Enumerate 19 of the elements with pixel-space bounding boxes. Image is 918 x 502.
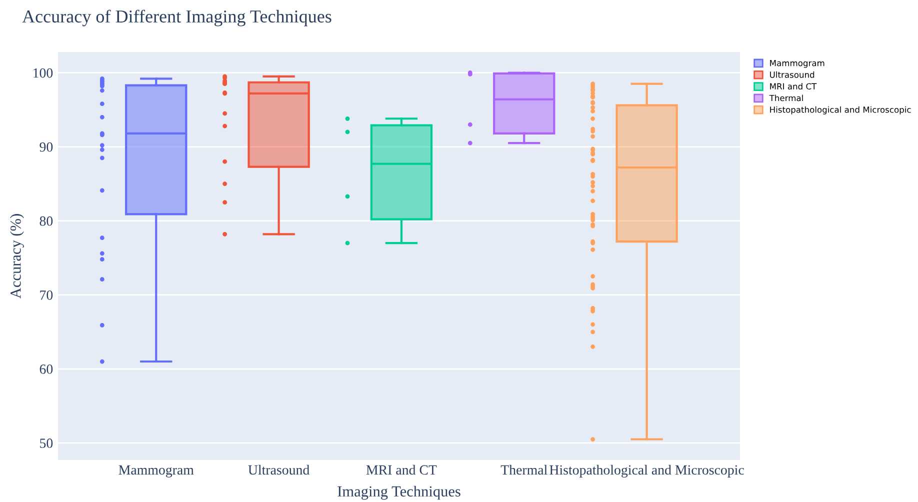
x-tick-label: Histopathological and Microscopic	[550, 464, 744, 478]
y-axis-title: Accuracy (%)	[10, 214, 24, 298]
x-tick-label: Thermal	[500, 464, 548, 475]
legend-label: Ultrasound	[770, 71, 814, 78]
y-tick-label: 100	[34, 68, 53, 78]
y-tick-label: 50	[40, 438, 53, 448]
y-tick-label: 80	[40, 216, 53, 226]
legend-label: Thermal	[769, 94, 803, 102]
legend-label: Mammogram	[770, 60, 824, 68]
y-tick-label: 90	[40, 142, 53, 152]
x-tick-label: MRI and CT	[366, 464, 437, 475]
legend-label: MRI and CT	[770, 83, 817, 90]
chart-title: Accuracy of Different Imaging Techniques	[22, 10, 332, 26]
x-axis-title: Imaging Techniques	[338, 486, 460, 500]
y-tick-label: 60	[40, 364, 53, 374]
y-tick-label: 70	[40, 290, 53, 300]
legend-label: Histopathological and Microscopic	[770, 106, 911, 114]
x-tick-label: Mammogram	[118, 465, 194, 478]
x-tick-label: Ultrasound	[248, 464, 310, 475]
